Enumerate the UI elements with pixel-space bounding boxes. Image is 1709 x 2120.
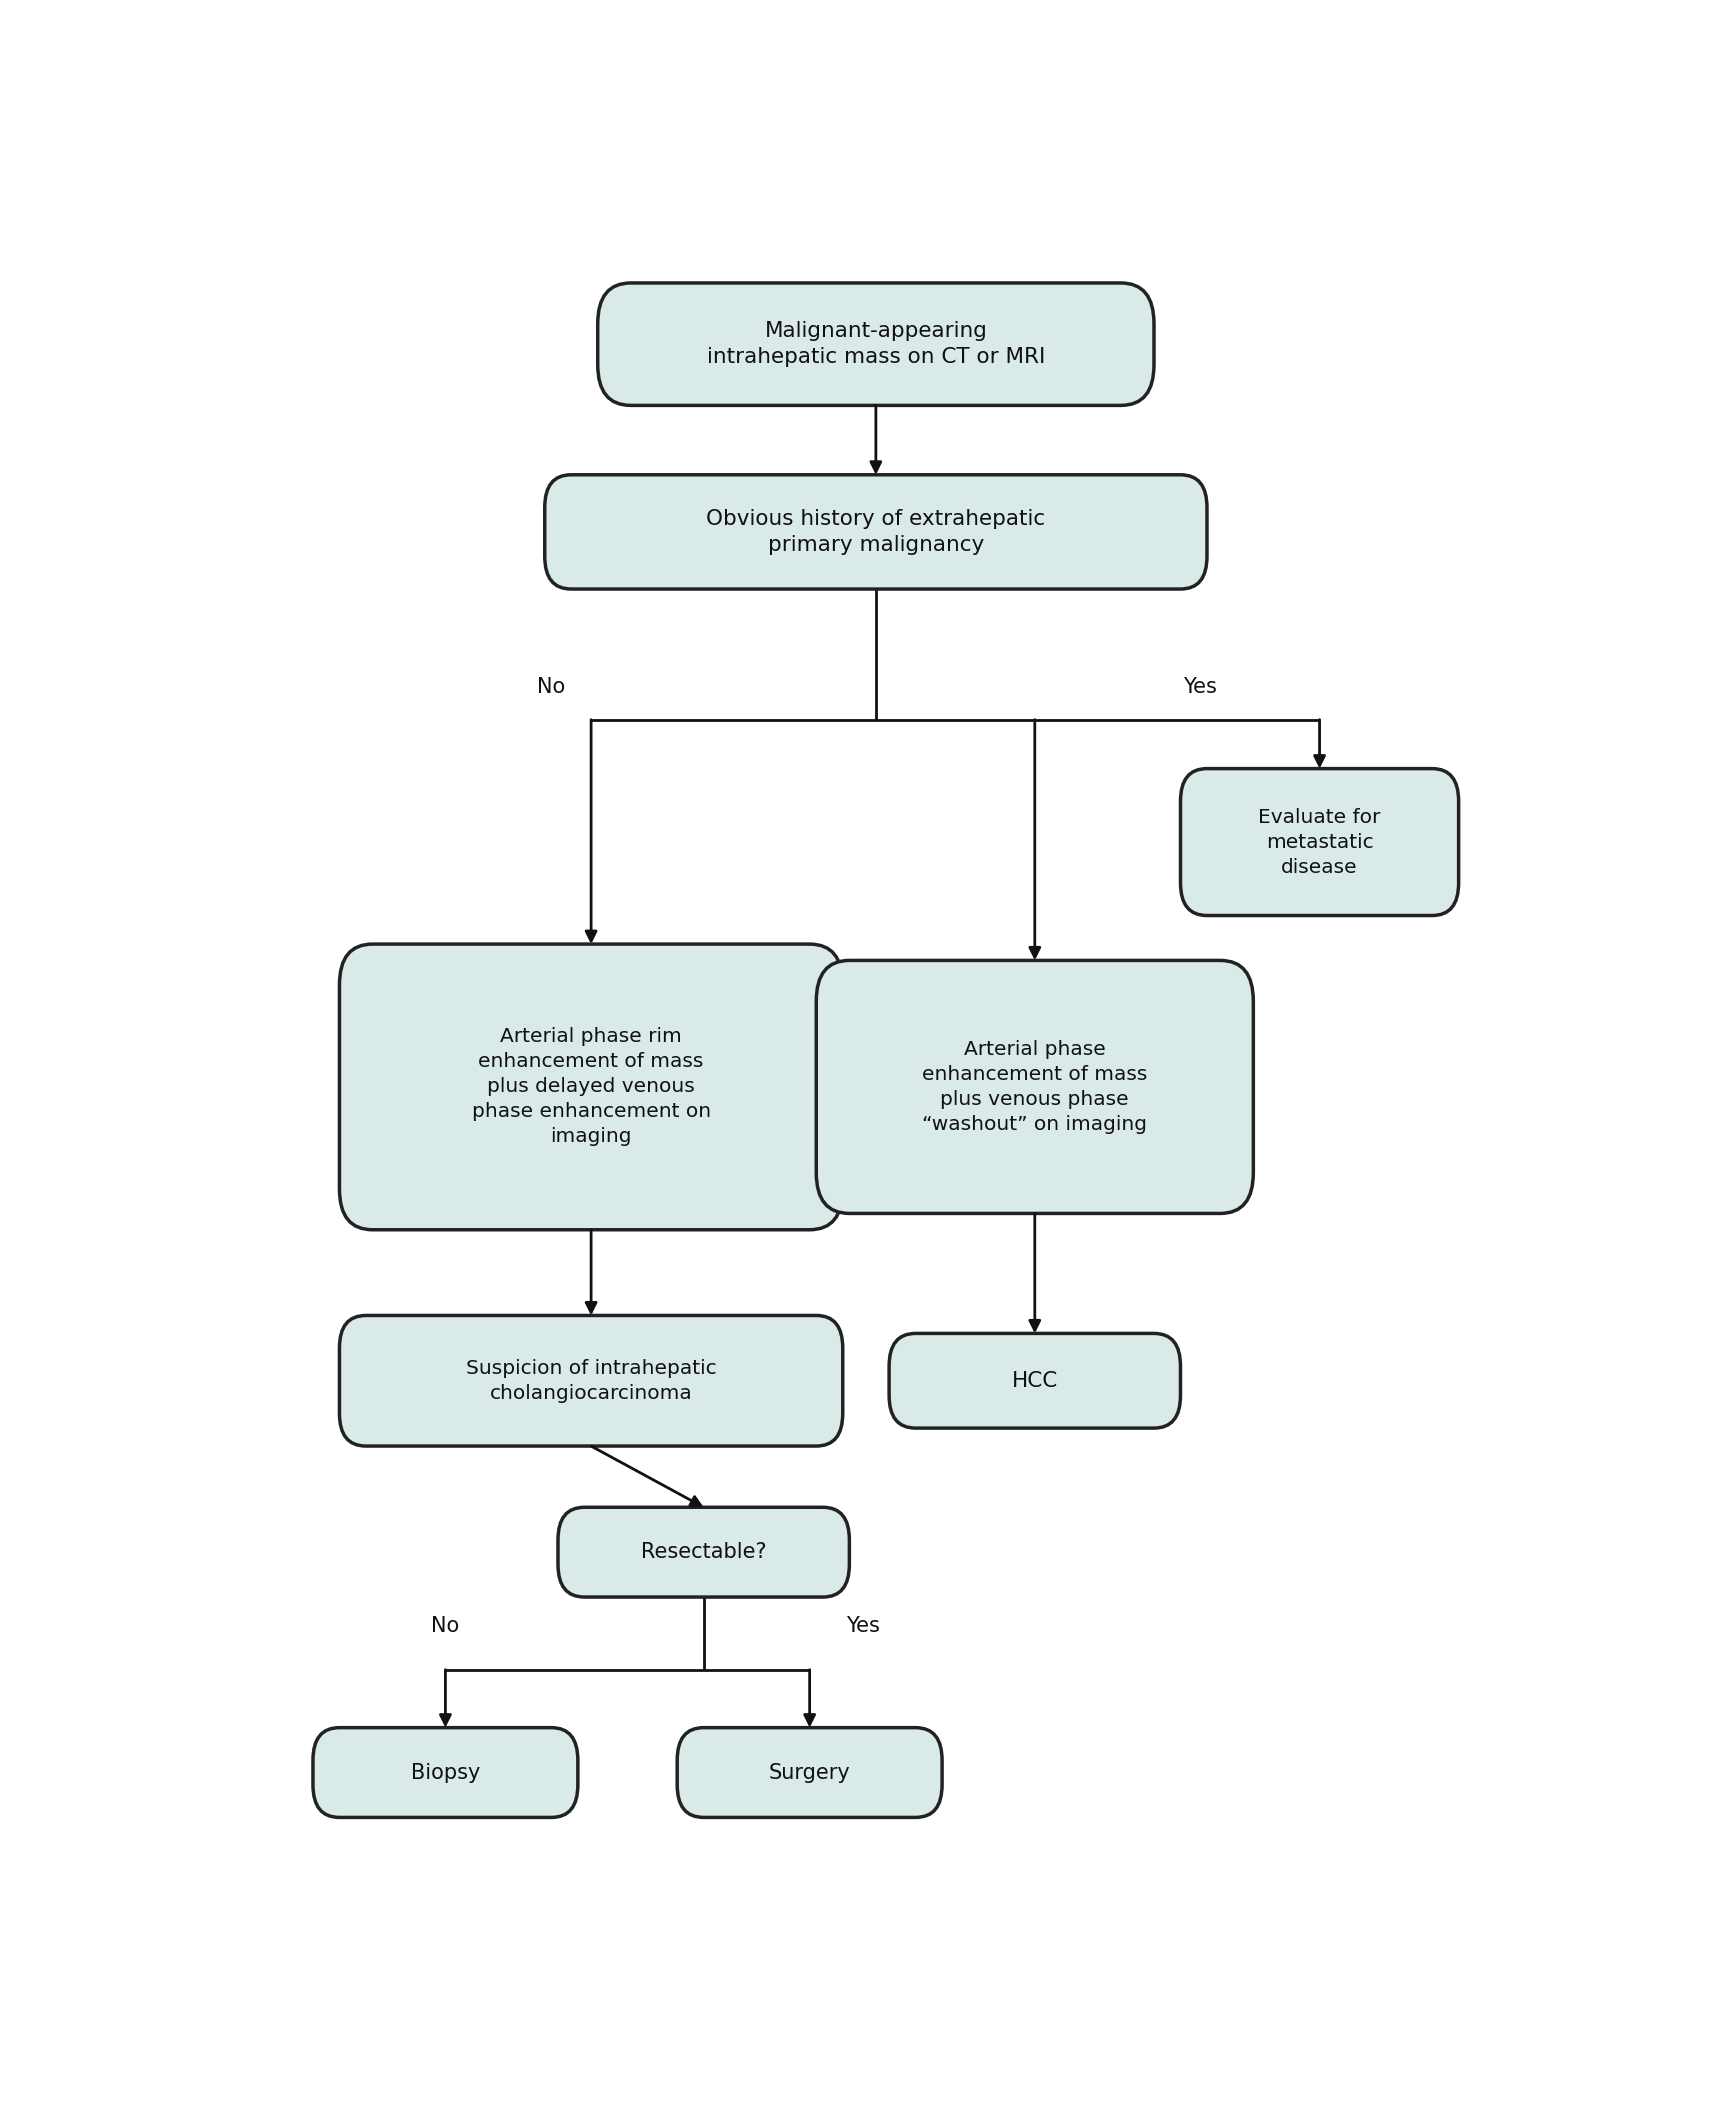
Text: Malignant-appearing
intrahepatic mass on CT or MRI: Malignant-appearing intrahepatic mass on… — [708, 320, 1044, 367]
Text: Resectable?: Resectable? — [641, 1541, 767, 1562]
FancyBboxPatch shape — [677, 1728, 942, 1817]
Text: Evaluate for
metastatic
disease: Evaluate for metastatic disease — [1258, 808, 1381, 876]
FancyBboxPatch shape — [889, 1333, 1181, 1429]
FancyBboxPatch shape — [340, 943, 843, 1230]
Text: Yes: Yes — [1183, 676, 1217, 697]
Text: Biopsy: Biopsy — [410, 1762, 480, 1783]
Text: No: No — [537, 676, 566, 697]
FancyBboxPatch shape — [313, 1728, 578, 1817]
Text: Suspicion of intrahepatic
cholangiocarcinoma: Suspicion of intrahepatic cholangiocarci… — [467, 1359, 716, 1403]
Text: No: No — [431, 1615, 460, 1637]
FancyBboxPatch shape — [340, 1314, 843, 1446]
Text: Arterial phase
enhancement of mass
plus venous phase
“washout” on imaging: Arterial phase enhancement of mass plus … — [923, 1041, 1147, 1134]
Text: Yes: Yes — [846, 1615, 880, 1637]
Text: Obvious history of extrahepatic
primary malignancy: Obvious history of extrahepatic primary … — [706, 509, 1046, 555]
Text: Surgery: Surgery — [769, 1762, 851, 1783]
FancyBboxPatch shape — [545, 475, 1207, 589]
FancyBboxPatch shape — [598, 282, 1154, 405]
FancyBboxPatch shape — [557, 1507, 849, 1596]
Text: HCC: HCC — [1012, 1372, 1058, 1391]
Text: Arterial phase rim
enhancement of mass
plus delayed venous
phase enhancement on
: Arterial phase rim enhancement of mass p… — [472, 1028, 711, 1147]
FancyBboxPatch shape — [1181, 770, 1459, 916]
FancyBboxPatch shape — [817, 960, 1253, 1213]
